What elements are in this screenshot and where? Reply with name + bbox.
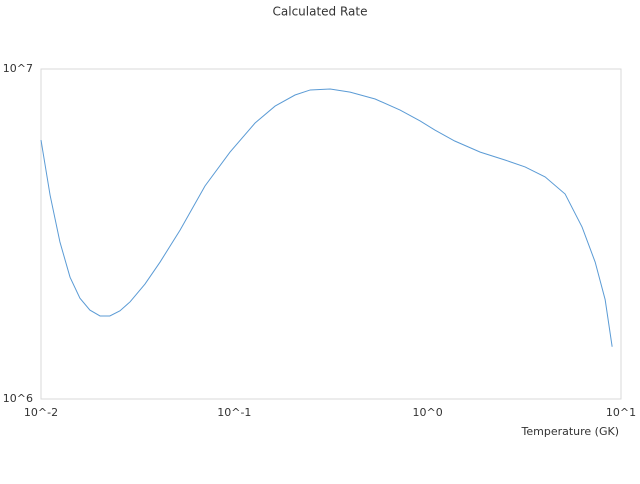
data-line [40, 88, 613, 347]
x-tick-label: 10^0 [413, 406, 443, 419]
y-tick-label: 10^7 [3, 62, 33, 75]
x-tick-label: 10^1 [606, 406, 636, 419]
x-tick-label: 10^-1 [217, 406, 251, 419]
chart-title: Calculated Rate [273, 5, 368, 19]
y-tick-label: 10^6 [3, 392, 33, 405]
x-tick-label: 10^-2 [24, 406, 58, 419]
plot-area [40, 68, 622, 400]
x-axis-label: Temperature (GK) [521, 425, 620, 438]
